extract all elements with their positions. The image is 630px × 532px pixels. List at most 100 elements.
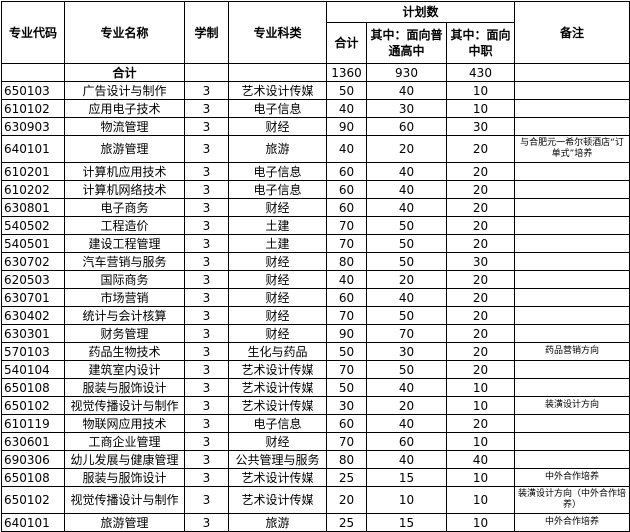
high-school-cell: 50 bbox=[366, 216, 447, 235]
table-row: 630903 物流管理 3 财经 90 60 30 bbox=[1, 117, 630, 136]
category-cell: 财经 bbox=[228, 117, 327, 136]
years-cell: 3 bbox=[184, 324, 229, 343]
remark-cell: 装潢设计方向 bbox=[514, 396, 630, 415]
table-row: 540501 建设工程管理 3 土建 70 50 20 bbox=[1, 234, 630, 253]
code-cell: 620503 bbox=[1, 270, 65, 289]
total-cell: 70 bbox=[326, 306, 367, 325]
vocational-cell: 10 bbox=[446, 81, 515, 100]
high-school-cell: 20 bbox=[366, 270, 447, 289]
remark-cell: 药品营销方向 bbox=[514, 342, 630, 361]
remark-cell bbox=[514, 414, 630, 433]
years-cell: 3 bbox=[184, 234, 229, 253]
remark-cell bbox=[514, 216, 630, 235]
remark-cell bbox=[514, 180, 630, 199]
high-school-cell: 40 bbox=[366, 378, 447, 397]
code-cell: 610102 bbox=[1, 99, 65, 118]
vocational-cell: 10 bbox=[446, 486, 515, 514]
table-row: 620503 国际商务 3 财经 40 20 20 bbox=[1, 270, 630, 289]
code-cell: 570103 bbox=[1, 342, 65, 361]
vocational-cell: 20 bbox=[446, 198, 515, 217]
name-cell: 建筑室内设计 bbox=[64, 360, 185, 379]
table-row: 570103 药品生物技术 3 生化与药品 50 30 20 药品营销方向 bbox=[1, 342, 630, 361]
total-cell: 50 bbox=[326, 342, 367, 361]
years-cell: 3 bbox=[184, 135, 229, 163]
total-cell: 50 bbox=[326, 378, 367, 397]
table-row: 630301 财务管理 3 财经 90 70 20 bbox=[1, 324, 630, 343]
category-cell: 艺术设计传媒 bbox=[228, 378, 327, 397]
code-cell: 630702 bbox=[1, 252, 65, 271]
code-cell: 540104 bbox=[1, 360, 65, 379]
remark-cell bbox=[514, 81, 630, 100]
years-cell: 3 bbox=[184, 486, 229, 514]
vocational-cell: 20 bbox=[446, 216, 515, 235]
total-cell: 60 bbox=[326, 180, 367, 199]
high-school-cell: 40 bbox=[366, 450, 447, 469]
table-row: 640101 旅游管理 3 旅游 40 20 20 与合肥元一希尔顿酒店“订单式”培养 bbox=[1, 135, 630, 163]
total-cell: 40 bbox=[326, 135, 367, 163]
vocational-cell: 20 bbox=[446, 288, 515, 307]
header-cell: 备注 bbox=[514, 1, 630, 64]
code-cell: 630801 bbox=[1, 198, 65, 217]
total-cell: 20 bbox=[326, 486, 367, 514]
total-cell: 60 bbox=[326, 198, 367, 217]
remark-cell bbox=[514, 234, 630, 253]
code-cell: 610202 bbox=[1, 180, 65, 199]
vocational-cell: 30 bbox=[446, 117, 515, 136]
header-cell: 学制 bbox=[184, 1, 229, 64]
name-cell: 计算机应用技术 bbox=[64, 162, 185, 181]
total-cell: 80 bbox=[326, 252, 367, 271]
code-cell: 630701 bbox=[1, 288, 65, 307]
years-cell: 3 bbox=[184, 270, 229, 289]
code-cell: 610201 bbox=[1, 162, 65, 181]
vocational-cell: 20 bbox=[446, 135, 515, 163]
category-cell: 财经 bbox=[228, 252, 327, 271]
total-cell: 30 bbox=[326, 396, 367, 415]
years-cell: 3 bbox=[184, 99, 229, 118]
name-cell: 服装与服饰设计 bbox=[64, 468, 185, 487]
total-cell: 1360 bbox=[326, 63, 367, 82]
table-row: 630701 市场营销 3 财经 60 40 20 bbox=[1, 288, 630, 307]
table-row: 630601 工商企业管理 3 财经 70 60 10 bbox=[1, 432, 630, 451]
remark-cell bbox=[514, 252, 630, 271]
category-cell: 电子信息 bbox=[228, 162, 327, 181]
name-cell: 服装与服饰设计 bbox=[64, 378, 185, 397]
total-cell: 25 bbox=[326, 468, 367, 487]
high-school-cell: 10 bbox=[366, 486, 447, 514]
remark-cell bbox=[514, 306, 630, 325]
high-school-cell: 15 bbox=[366, 468, 447, 487]
table-row: 650108 服装与服饰设计 3 艺术设计传媒 50 40 10 bbox=[1, 378, 630, 397]
high-school-cell: 50 bbox=[366, 252, 447, 271]
total-cell: 50 bbox=[326, 81, 367, 100]
name-cell: 财务管理 bbox=[64, 324, 185, 343]
years-cell: 3 bbox=[184, 306, 229, 325]
total-cell: 90 bbox=[326, 324, 367, 343]
remark-cell bbox=[514, 99, 630, 118]
remark-cell bbox=[514, 198, 630, 217]
table-row: 650103 广告设计与制作 3 艺术设计传媒 50 40 10 bbox=[1, 81, 630, 100]
remark-cell bbox=[514, 432, 630, 451]
category-cell: 艺术设计传媒 bbox=[228, 360, 327, 379]
name-cell: 物联网应用技术 bbox=[64, 414, 185, 433]
vocational-cell: 10 bbox=[446, 99, 515, 118]
total-cell: 60 bbox=[326, 162, 367, 181]
total-cell: 40 bbox=[326, 99, 367, 118]
table-row: 610119 物联网应用技术 3 电子信息 60 40 20 bbox=[1, 414, 630, 433]
name-cell: 物流管理 bbox=[64, 117, 185, 136]
name-cell: 工商企业管理 bbox=[64, 432, 185, 451]
years-cell: 3 bbox=[184, 252, 229, 271]
code-cell: 690306 bbox=[1, 450, 65, 469]
cell bbox=[1, 63, 65, 82]
header-cell: 计划数 bbox=[326, 1, 515, 23]
category-cell: 财经 bbox=[228, 432, 327, 451]
code-cell: 650103 bbox=[1, 81, 65, 100]
name-cell: 计算机网络技术 bbox=[64, 180, 185, 199]
total-label: 合计 bbox=[64, 63, 185, 82]
code-cell: 630903 bbox=[1, 117, 65, 136]
remark-cell bbox=[514, 270, 630, 289]
code-cell: 650108 bbox=[1, 468, 65, 487]
category-cell: 艺术设计传媒 bbox=[228, 396, 327, 415]
high-school-cell: 30 bbox=[366, 342, 447, 361]
table-row: 540104 建筑室内设计 3 艺术设计传媒 70 50 20 bbox=[1, 360, 630, 379]
